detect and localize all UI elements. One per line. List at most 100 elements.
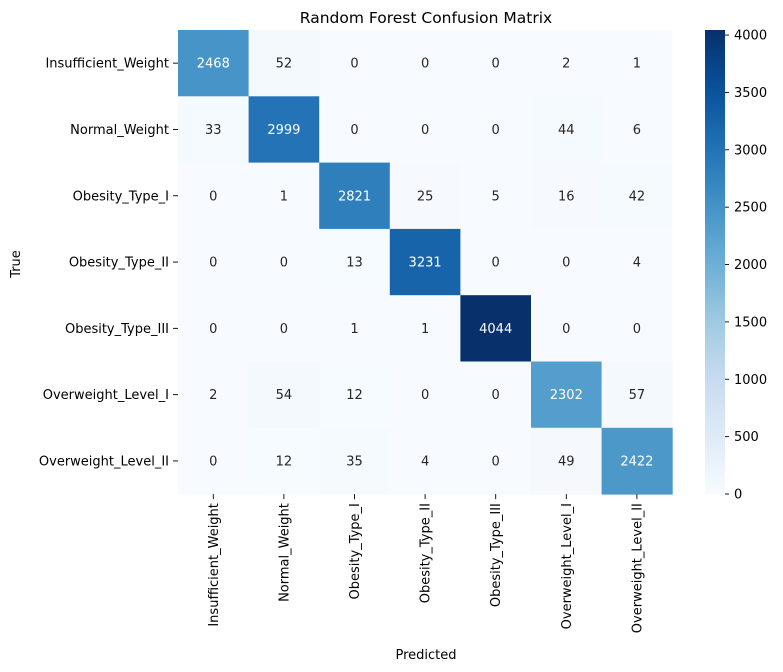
cell-value-label: 42 (629, 189, 646, 204)
cell-value-label: 49 (558, 454, 575, 469)
cell-value-label: 2999 (267, 123, 300, 138)
heatmap-cell (389, 162, 461, 230)
y-tick-label: Insufficient_Weight (45, 57, 169, 72)
heatmap-cell (319, 427, 391, 495)
heatmap-cell-labels: 2468 52 0 0 0 2 133 2999 0 0 0 44 60 1 2821 25 5 16 420 0 13… (197, 57, 654, 470)
heatmap-cell (601, 162, 673, 230)
cell-value-label: 12 (346, 388, 363, 403)
cell-value-label: 0 (633, 322, 641, 337)
cell-value-label: 25 (417, 189, 434, 204)
y-axis-ticks: Insufficient_Weight Normal_Weight Obesity_… (39, 57, 178, 469)
x-tick-label: Overweight_Level_II (630, 503, 645, 633)
heatmap-cell (319, 295, 391, 362)
cell-value-label: 4 (633, 256, 641, 271)
cell-value-label: 0 (209, 454, 217, 469)
heatmap-cell (178, 295, 250, 362)
cell-value-label: 1 (421, 322, 429, 337)
cell-value-label: 12 (276, 454, 293, 469)
heatmap-cell (601, 96, 673, 164)
y-tick-label: Normal_Weight (70, 123, 169, 138)
cell-value-label: 3231 (409, 256, 442, 271)
cell-value-label: 1 (280, 189, 288, 204)
cell-value-label: 54 (276, 388, 293, 403)
heatmap-cell (601, 361, 673, 429)
cell-value-label: 2821 (338, 189, 371, 204)
heatmap-cell (178, 361, 250, 429)
heatmap-cell (178, 162, 250, 230)
x-tick-label: Obesity_Type_I (348, 503, 363, 599)
cell-value-label: 6 (633, 123, 641, 138)
cell-value-label: 16 (558, 189, 575, 204)
x-axis-ticks: Insufficient_Weight Normal_Weight Obesity_… (207, 494, 645, 633)
heatmap-cell (460, 30, 532, 97)
cell-value-label: 44 (558, 123, 575, 138)
cell-value-label: 13 (346, 256, 363, 271)
cell-value-label: 0 (350, 57, 358, 72)
heatmap-cell (531, 427, 603, 495)
heatmap-cell (248, 96, 320, 164)
x-tick-label: Normal_Weight (277, 503, 292, 602)
y-tick-label: Overweight_Level_II (39, 454, 169, 469)
heatmap-cell (601, 30, 673, 97)
heatmap-cell (248, 162, 320, 230)
cell-value-label: 0 (350, 123, 358, 138)
cell-value-label: 1 (350, 322, 358, 337)
cell-value-label: 0 (492, 123, 500, 138)
heatmap-cell (531, 162, 603, 230)
colorbar-tick-label: 1500 (734, 315, 767, 330)
heatmap-cell (531, 361, 603, 429)
heatmap-cell (319, 30, 391, 97)
heatmap-cell (389, 30, 461, 97)
colorbar-tick-label: 0 (734, 488, 742, 503)
cell-value-label: 0 (492, 388, 500, 403)
cell-value-label: 2302 (550, 388, 583, 403)
colorbar: 0 500 1000 1500 2000 2500 3000 3500 4000 (705, 29, 767, 503)
heatmap-cell (389, 295, 461, 362)
heatmap-cell (248, 295, 320, 362)
chart-title: Random Forest Confusion Matrix (300, 9, 552, 27)
colorbar-tick-label: 3000 (734, 143, 767, 158)
heatmap-cell (460, 295, 532, 362)
colorbar-tick-label: 1000 (734, 373, 767, 388)
cell-value-label: 0 (562, 256, 570, 271)
colorbar-gradient (705, 30, 725, 494)
x-axis-label: Predicted (395, 648, 456, 663)
heatmap-cell (248, 427, 320, 495)
heatmap-cell (601, 427, 673, 495)
colorbar-tick-label: 2500 (734, 201, 767, 216)
cell-value-label: 0 (280, 322, 288, 337)
cell-value-label: 5 (492, 189, 500, 204)
cell-value-label: 2 (562, 57, 570, 72)
heatmap-cell (601, 228, 673, 296)
y-axis-label: True (9, 250, 24, 279)
colorbar-tick-label: 500 (734, 430, 759, 445)
heatmap-cell (319, 228, 391, 296)
heatmap-cell (460, 427, 532, 495)
heatmap-cell (460, 228, 532, 296)
heatmap-cell (389, 427, 461, 495)
x-tick-label: Insufficient_Weight (207, 503, 222, 627)
cell-value-label: 0 (209, 189, 217, 204)
cell-value-label: 4 (421, 454, 429, 469)
x-tick-label: Obesity_Type_II (419, 503, 434, 603)
cell-value-label: 0 (562, 322, 570, 337)
colorbar-tick-label: 4000 (734, 29, 767, 44)
cell-value-label: 35 (346, 454, 363, 469)
heatmap-cell (460, 361, 532, 429)
cell-value-label: 0 (280, 256, 288, 271)
cell-value-label: 2 (209, 388, 217, 403)
heatmap-cell (248, 30, 320, 97)
heatmap-cell (178, 30, 250, 97)
cell-value-label: 1 (633, 57, 641, 72)
x-tick-label: Obesity_Type_III (489, 503, 504, 607)
heatmap-cell (460, 162, 532, 230)
heatmap-cell (178, 228, 250, 296)
heatmap-cell (178, 427, 250, 495)
heatmap-cell (531, 96, 603, 164)
cell-value-label: 0 (209, 256, 217, 271)
heatmap-cell (460, 96, 532, 164)
heatmap-cell (531, 295, 603, 362)
heatmap-cell (531, 228, 603, 296)
x-tick-label: Overweight_Level_I (560, 503, 575, 629)
